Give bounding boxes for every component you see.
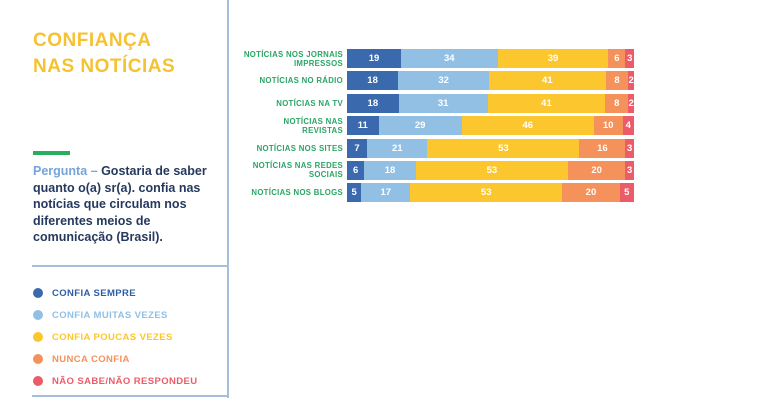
divider-vertical: [227, 0, 229, 398]
bar-segment[interactable]: 17: [361, 183, 411, 203]
accent-dash: [33, 151, 70, 155]
category-label: NOTÍCIAS NAS REDES SOCIAIS: [252, 161, 343, 180]
legend-item: CONFIA SEMPRE: [33, 287, 198, 299]
legend-label: NÃO SABE/NÃO RESPONDEU: [52, 375, 198, 387]
bar-segment[interactable]: 16: [579, 138, 626, 158]
bar-segment[interactable]: 53: [410, 183, 563, 203]
page-title-line1: CONFIANÇA: [33, 30, 152, 51]
bar-segment[interactable]: 5: [619, 183, 634, 203]
divider-horizontal-bottom: [32, 395, 228, 397]
legend-item: CONFIA POUCAS VEZES: [33, 331, 198, 343]
bar-segment[interactable]: 18: [364, 160, 416, 180]
stacked-bar: 19 34 39 6 3: [347, 49, 634, 68]
legend-item: NÃO SABE/NÃO RESPONDEU: [33, 375, 198, 387]
question-text: Pergunta – Gostaria de saber quanto o(a)…: [33, 163, 230, 246]
category-label: NOTÍCIAS NO RÁDIO: [259, 76, 343, 86]
stacked-bar: 18 31 41 8 2: [347, 93, 634, 113]
question-body: Gostaria de saber quanto o(a) sr(a). con…: [33, 164, 207, 244]
bar-segment[interactable]: 29: [378, 116, 462, 136]
bar-segment[interactable]: 2: [628, 71, 635, 91]
bar-segment[interactable]: 8: [605, 71, 629, 91]
stacked-bar: 7 21 53 16 3: [347, 138, 634, 158]
legend-label: NUNCA CONFIA: [52, 353, 130, 365]
legend-dot-icon: [33, 310, 43, 320]
bar-segment[interactable]: 41: [489, 71, 606, 91]
chart-row: NOTÍCIAS NOS BLOGS 5 17 53 20 5: [243, 183, 634, 203]
bar-segment[interactable]: 5: [347, 183, 362, 203]
chart-rows: NOTÍCIAS NOS JORNAIS IMPRESSOS 19 34 39 6 3 NO…: [243, 49, 635, 206]
bar-segment[interactable]: 32: [398, 71, 490, 91]
bar-segment[interactable]: 3: [625, 138, 634, 158]
bar-segment[interactable]: 6: [608, 49, 626, 68]
bar-segment[interactable]: 34: [400, 49, 498, 68]
legend-label: CONFIA SEMPRE: [52, 287, 137, 299]
bar-segment[interactable]: 20: [567, 160, 626, 180]
legend-dot-icon: [33, 288, 43, 298]
bar-segment[interactable]: 20: [562, 183, 620, 203]
bar-segment[interactable]: 3: [625, 49, 634, 68]
chart-row: NOTÍCIAS NA TV 18 31 41 8 2: [243, 93, 634, 113]
bar-segment[interactable]: 53: [427, 138, 580, 158]
bar-segment[interactable]: 8: [605, 93, 629, 113]
stacked-bar: 11 29 46 10 4: [347, 116, 634, 136]
category-label: NOTÍCIAS NOS JORNAIS IMPRESSOS: [243, 49, 343, 68]
stacked-bar: 18 32 41 8 2: [347, 71, 635, 91]
bar-segment[interactable]: 19: [347, 49, 401, 68]
legend-item: CONFIA MUITAS VEZES: [33, 309, 198, 321]
bar-segment[interactable]: 46: [461, 116, 594, 136]
chart-row: NOTÍCIAS NO RÁDIO 18 32 41 8 2: [243, 71, 635, 91]
legend-dot-icon: [33, 332, 43, 342]
page-title-line2: NAS NOTÍCIAS: [33, 56, 176, 77]
bar-segment[interactable]: 10: [593, 116, 623, 136]
bar-segment[interactable]: 31: [398, 93, 488, 113]
bar-segment[interactable]: 6: [347, 160, 365, 180]
bar-segment[interactable]: 4: [622, 116, 634, 136]
chart-row: NOTÍCIAS NAS REVISTAS 11 29 46 10 4: [243, 116, 634, 136]
legend-label: CONFIA POUCAS VEZES: [52, 331, 173, 343]
chart-row: NOTÍCIAS NOS JORNAIS IMPRESSOS 19 34 39 6 3: [243, 49, 634, 68]
bar-segment[interactable]: 18: [347, 71, 399, 91]
legend-dot-icon: [33, 354, 43, 364]
chart-row: NOTÍCIAS NAS REDES SOCIAIS 6 18 53 20 3: [243, 160, 634, 180]
bar-segment[interactable]: 3: [625, 160, 634, 180]
bar-segment[interactable]: 53: [415, 160, 568, 180]
bar-segment[interactable]: 41: [487, 93, 606, 113]
legend-item: NUNCA CONFIA: [33, 353, 198, 365]
bar-segment[interactable]: 11: [347, 116, 379, 136]
divider-horizontal-top: [32, 265, 228, 267]
legend-label: CONFIA MUITAS VEZES: [52, 309, 168, 321]
category-label: NOTÍCIAS NOS BLOGS: [251, 188, 343, 198]
bar-segment[interactable]: 2: [628, 93, 634, 113]
question-label: Pergunta –: [33, 164, 98, 178]
chart-row: NOTÍCIAS NOS SITES 7 21 53 16 3: [243, 138, 634, 158]
stacked-bar: 6 18 53 20 3: [347, 160, 634, 180]
stacked-bar: 5 17 53 20 5: [347, 183, 634, 203]
bar-segment[interactable]: 21: [367, 138, 428, 158]
bar-segment[interactable]: 39: [497, 49, 609, 68]
category-label: NOTÍCIAS NA TV: [276, 98, 343, 108]
legend-dot-icon: [33, 376, 43, 386]
category-label: NOTÍCIAS NOS SITES: [256, 143, 343, 153]
bar-segment[interactable]: 7: [347, 138, 368, 158]
page-title: CONFIANÇA NAS NOTÍCIAS: [33, 28, 175, 80]
category-label: NOTÍCIAS NAS REVISTAS: [283, 116, 343, 135]
bar-segment[interactable]: 18: [347, 93, 399, 113]
legend: CONFIA SEMPRE CONFIA MUITAS VEZES CONFIA P…: [33, 288, 198, 398]
